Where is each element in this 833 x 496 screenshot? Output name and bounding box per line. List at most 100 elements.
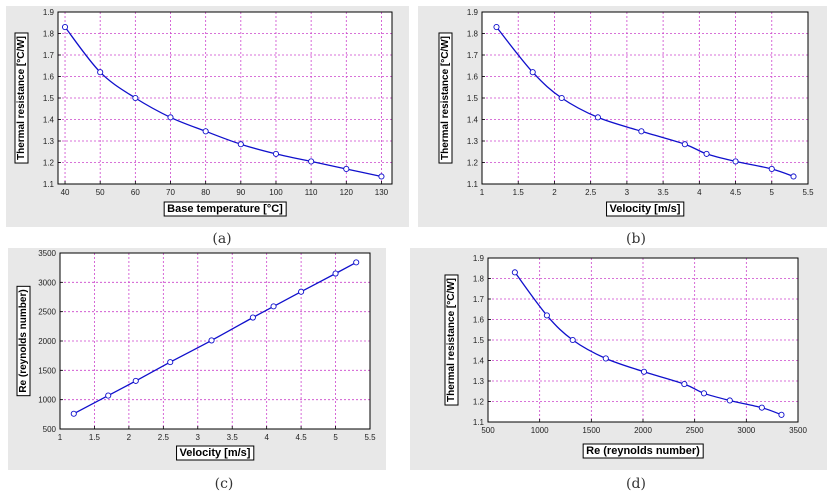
data-point [272,150,280,157]
data-point [640,368,648,375]
y-tick-label: 2000 [38,337,56,346]
data-point [378,173,385,180]
chart-panel-a: 40 50 60 70 80 90 100 110 120 130 1.1 1.2 1.3 1.4 1.5 1… [6,6,409,227]
x-tick-label: 60 [131,188,140,197]
x-tick-label: 2000 [634,426,652,435]
data-point [529,69,536,76]
y-tick-label: 1.1 [473,418,485,427]
x-tick-label: 5 [333,433,338,442]
series-line [514,271,782,416]
chart-b: 1 1.5 2 2.5 3 3.5 4 4.5 5 5.5 1.1 1.2 1.3 1.4 1.5 1.6 1.… [438,8,814,217]
y-axis-label-box [438,32,453,164]
y-tick-label: 1.4 [473,357,485,366]
y-axis-label: Thermal resistance [°C/W] [440,36,451,160]
x-tick-label: 130 [375,188,389,197]
y-tick-label: 1.8 [43,30,55,39]
x-tick-label: 3.5 [227,433,239,442]
plot-area [58,12,392,184]
data-point [602,355,609,362]
data-point [308,158,315,165]
chart-a: 40 50 60 70 80 90 100 110 120 130 1.1 1.2 1.3 1.4 1.5 1… [14,8,393,217]
y-axis-label: Thermal resistance [°C/W] [446,278,457,402]
data-point [732,158,739,165]
y-tick-label: 1.2 [467,159,479,168]
data-point [237,141,244,148]
data-point [569,336,576,344]
data-point [543,312,550,319]
data-point [790,173,797,180]
caption-c: (c) [214,476,234,492]
x-tick-label: 5 [770,188,775,197]
data-point [332,270,339,277]
x-tick-label: 4.5 [296,433,308,442]
y-tick-label: 1.7 [43,51,55,60]
data-point [681,141,688,148]
data-point [249,314,256,321]
data-point [638,128,645,135]
x-tick-label: 40 [61,188,70,197]
x-tick-label: 1 [480,188,485,197]
y-tick-label: 1.9 [473,254,485,263]
x-tick-label: 80 [201,188,210,197]
y-tick-label: 1.9 [43,8,55,17]
data-point [768,165,775,172]
x-tick-label: 50 [96,188,105,197]
x-tick-label: 90 [236,188,245,197]
chart-panel-d: 500 1000 1500 2000 2500 3000 3500 1.1 1.2 1.3 1.4 1… [410,248,827,470]
y-tick-label: 2500 [38,308,56,317]
y-tick-label: 1.6 [43,73,55,82]
data-point [681,381,688,388]
y-tick-label: 1.5 [467,94,479,103]
data-point [758,404,765,411]
y-tick-label: 500 [43,425,57,434]
data-point [594,114,601,121]
series-line [495,26,794,178]
x-tick-label: 4 [697,188,702,197]
y-tick-label: 1500 [38,366,56,375]
y-tick-label: 1.7 [473,295,485,304]
x-axis-label: Velocity [m/s] [610,203,681,215]
x-tick-label: 2 [552,188,557,197]
data-point [167,359,174,366]
x-axis-label-box [606,201,685,217]
x-tick-label: 2.5 [158,433,170,442]
y-tick-label: 1.9 [467,8,479,17]
x-tick-label: 2500 [686,426,704,435]
x-tick-label: 1500 [582,426,600,435]
x-axis-label: Re (reynolds number) [586,445,700,457]
data-point [61,23,69,31]
y-tick-label: 1.6 [467,73,479,82]
data-point [132,377,139,384]
y-tick-label: 1.6 [473,316,485,325]
x-tick-label: 3000 [737,426,755,435]
data-point [511,269,518,276]
data-point [703,150,710,157]
y-tick-label: 1.3 [43,137,55,146]
x-tick-label: 2.5 [585,188,597,197]
y-axis-label: Re (reynolds number) [18,289,29,392]
data-point [105,392,112,399]
x-tick-label: 500 [481,426,495,435]
y-axis-label: Thermal resistance [°C/W] [16,36,27,160]
x-axis-label: Velocity [m/s] [180,447,251,459]
x-tick-label: 1000 [531,426,549,435]
y-tick-label: 1.1 [43,180,55,189]
x-tick-label: 110 [305,188,318,197]
data-point [493,23,500,31]
y-tick-label: 1.7 [467,51,479,60]
data-point [726,397,733,404]
x-tick-label: 100 [269,188,283,197]
x-tick-label: 3500 [789,426,807,435]
y-tick-label: 1.5 [473,336,485,345]
data-point [70,410,77,417]
series-line [64,26,382,178]
y-axis-label-box [16,285,31,397]
y-tick-label: 1.1 [467,180,479,189]
y-tick-label: 1.2 [473,398,485,407]
x-tick-label: 5.5 [802,188,814,197]
y-tick-label: 1.3 [467,137,479,146]
caption-b: (b) [626,231,646,247]
y-axis-label-box [14,32,29,164]
data-point [778,411,785,418]
x-tick-label: 120 [340,188,354,197]
